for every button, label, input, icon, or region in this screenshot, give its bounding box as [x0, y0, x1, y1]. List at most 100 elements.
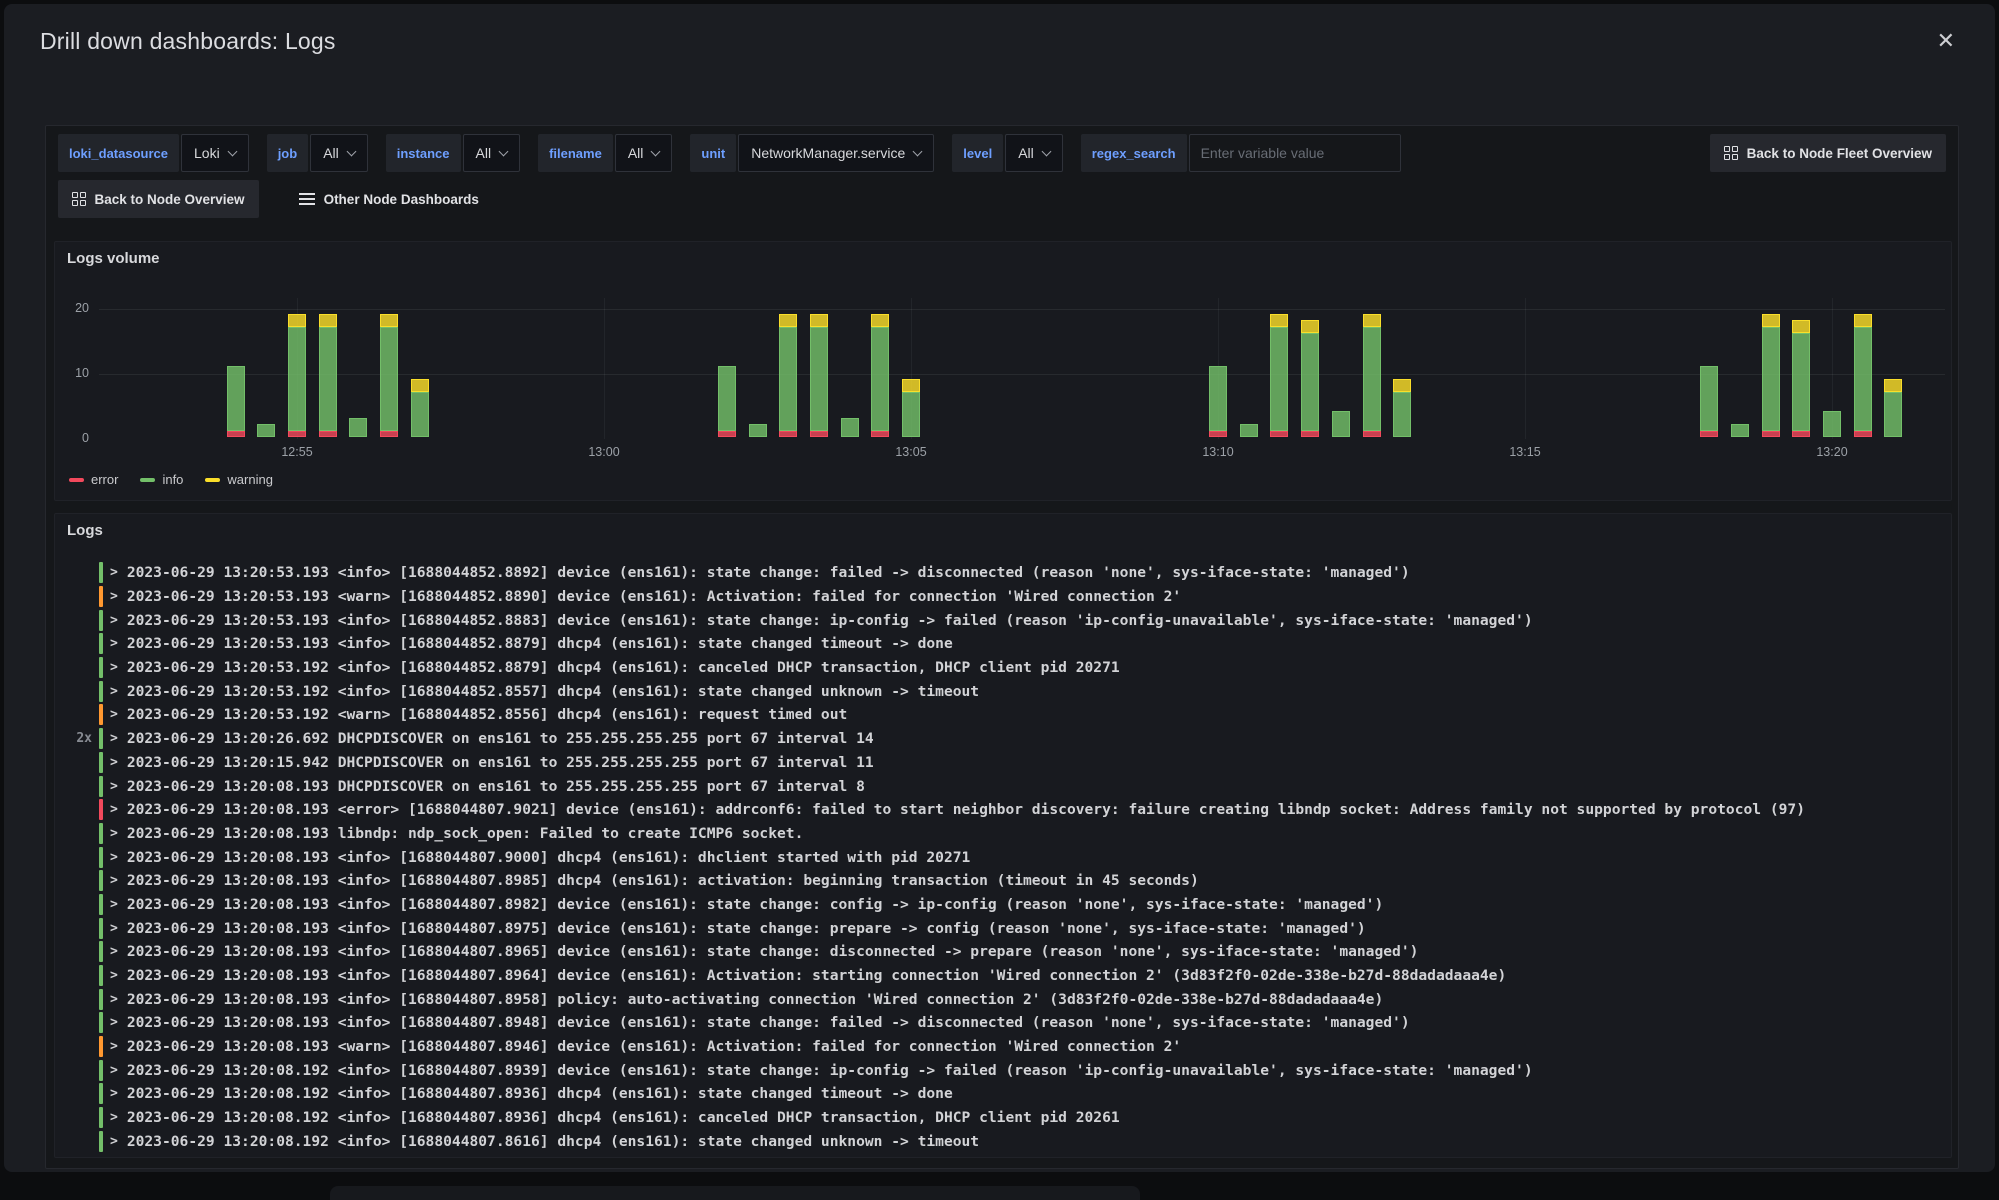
- chevron-down-icon: [1041, 146, 1052, 156]
- legend-item-error[interactable]: error: [69, 472, 118, 487]
- apps-grid-icon: [72, 192, 86, 206]
- other-node-dashboards-menu[interactable]: Other Node Dashboards: [285, 180, 493, 218]
- back-to-node-fleet-overview-button[interactable]: Back to Node Fleet Overview: [1710, 134, 1946, 172]
- variable-select-loki_datasource[interactable]: Loki: [181, 134, 249, 172]
- variable-regex_search: regex_search: [1080, 134, 1401, 172]
- close-icon[interactable]: ✕: [1936, 28, 1955, 53]
- legend-label: info: [162, 472, 184, 487]
- log-row[interactable]: >2023-06-29 13:20:08.192 <info> [1688044…: [55, 1058, 1950, 1082]
- log-row[interactable]: >2023-06-29 13:20:08.193 <info> [1688044…: [55, 845, 1950, 869]
- back-to-node-overview-button[interactable]: Back to Node Overview: [58, 180, 259, 218]
- variable-select-unit[interactable]: NetworkManager.service: [738, 134, 935, 172]
- legend-item-info[interactable]: info: [140, 472, 183, 487]
- bar-segment-error: [1853, 430, 1872, 437]
- log-rows-list: >2023-06-29 13:20:53.193 <info> [1688044…: [55, 561, 1950, 1156]
- log-row[interactable]: >2023-06-29 13:20:08.192 <info> [1688044…: [55, 1082, 1950, 1106]
- bar-segment-info: [380, 326, 399, 431]
- bar-segment-warning: [380, 313, 399, 327]
- log-row[interactable]: >2023-06-29 13:20:08.193 <info> [1688044…: [55, 869, 1950, 893]
- bar-segment-warning: [871, 313, 890, 327]
- log-row[interactable]: >2023-06-29 13:20:53.192 <info> [1688044…: [55, 679, 1950, 703]
- v-gridline: [604, 298, 605, 439]
- log-row[interactable]: >2023-06-29 13:20:08.193 <info> [1688044…: [55, 893, 1950, 917]
- log-row[interactable]: >2023-06-29 13:20:08.193 <warn> [1688044…: [55, 1035, 1950, 1059]
- selected-value: Loki: [194, 145, 220, 161]
- bar-segment-error: [318, 430, 337, 437]
- log-row[interactable]: >2023-06-29 13:20:53.192 <warn> [1688044…: [55, 703, 1950, 727]
- h-gridline: [99, 374, 1945, 375]
- bar-segment-info: [1270, 326, 1289, 431]
- page-title: Drill down dashboards: Logs: [40, 28, 336, 54]
- bar-segment-warning: [1792, 320, 1811, 333]
- legend-color-pill: [69, 477, 84, 482]
- bar-segment-error: [1209, 430, 1227, 437]
- log-text: 2023-06-29 13:20:08.192 <info> [16880448…: [126, 1132, 980, 1150]
- log-text: 2023-06-29 13:20:08.193 <info> [16880448…: [126, 848, 971, 866]
- x-axis-label: 13:05: [895, 445, 927, 459]
- drilldown-logs-modal: Drill down dashboards: Logs ✕ loki_datas…: [4, 4, 1995, 1172]
- level-indicator-info: [99, 941, 103, 963]
- legend-label: warning: [227, 472, 273, 487]
- log-row[interactable]: >2023-06-29 13:20:08.193 <error> [168804…: [55, 798, 1950, 822]
- bar-segment-info: [318, 326, 337, 431]
- log-text: 2023-06-29 13:20:08.193 <info> [16880448…: [126, 967, 1507, 985]
- chart-legend: error info warning: [69, 472, 273, 487]
- v-gridline: [1525, 298, 1526, 439]
- variable-input-regex_search[interactable]: [1188, 134, 1401, 172]
- log-row[interactable]: >2023-06-29 13:20:08.193 <info> [1688044…: [55, 964, 1950, 988]
- expand-arrow-icon: >: [110, 731, 118, 747]
- log-row[interactable]: >2023-06-29 13:20:53.193 <info> [1688044…: [55, 632, 1950, 656]
- log-text: 2023-06-29 13:20:53.192 <info> [16880448…: [126, 659, 1120, 677]
- bar-segment-warning: [779, 313, 798, 327]
- variable-select-filename[interactable]: All: [614, 134, 673, 172]
- x-axis-label: 13:15: [1509, 445, 1541, 459]
- v-gridline: [1832, 298, 1833, 439]
- variable-label-unit: unit: [690, 134, 737, 172]
- log-row[interactable]: >2023-06-29 13:20:08.193 <info> [1688044…: [55, 940, 1950, 964]
- log-row[interactable]: >2023-06-29 13:20:08.193 libndp: ndp_soc…: [55, 822, 1950, 846]
- log-row[interactable]: >2023-06-29 13:20:08.193 <info> [1688044…: [55, 916, 1950, 940]
- variable-loki_datasource: loki_datasource Loki: [58, 134, 249, 172]
- bar-segment-error: [1301, 430, 1320, 437]
- expand-arrow-icon: >: [110, 991, 118, 1007]
- variable-select-level[interactable]: All: [1005, 134, 1063, 172]
- bar-segment-warning: [1761, 313, 1780, 327]
- expand-arrow-icon: >: [110, 849, 118, 865]
- variable-select-job[interactable]: All: [310, 134, 368, 172]
- legend-item-warning[interactable]: warning: [205, 472, 273, 487]
- logs-panel: Logs >2023-06-29 13:20:53.193 <info> [16…: [54, 513, 1952, 1158]
- log-row[interactable]: 2x >2023-06-29 13:20:26.692 DHCPDISCOVER …: [55, 727, 1950, 751]
- bar-segment-info: [717, 365, 736, 431]
- expand-arrow-icon: >: [110, 636, 118, 652]
- level-indicator-info: [99, 751, 103, 773]
- variable-label-filename: filename: [538, 134, 613, 172]
- log-row[interactable]: >2023-06-29 13:20:08.193 <info> [1688044…: [55, 987, 1950, 1011]
- log-row[interactable]: >2023-06-29 13:20:08.192 <info> [1688044…: [55, 1130, 1950, 1154]
- bar-segment-error: [809, 430, 828, 437]
- variable-select-instance[interactable]: All: [462, 134, 521, 172]
- expand-arrow-icon: >: [110, 968, 118, 984]
- level-indicator-info: [99, 988, 103, 1010]
- log-row[interactable]: >2023-06-29 13:20:15.942 DHCPDISCOVER on…: [55, 751, 1950, 775]
- log-text: 2023-06-29 13:20:08.192 <info> [16880448…: [126, 1109, 1120, 1127]
- bar-segment-error: [226, 430, 245, 437]
- x-axis-label: 13:10: [1202, 445, 1234, 459]
- selected-value: NetworkManager.service: [751, 145, 906, 161]
- log-row[interactable]: >2023-06-29 13:20:53.193 <info> [1688044…: [55, 608, 1950, 632]
- log-text: 2023-06-29 13:20:53.193 <warn> [16880448…: [126, 588, 1182, 606]
- log-row[interactable]: >2023-06-29 13:20:53.192 <info> [1688044…: [55, 656, 1950, 680]
- level-indicator-error: [99, 799, 103, 821]
- log-row[interactable]: >2023-06-29 13:20:08.193 DHCPDISCOVER on…: [55, 774, 1950, 798]
- level-indicator-info: [99, 728, 103, 750]
- bar-segment-info: [1362, 326, 1381, 431]
- panel-title: Logs volume: [67, 250, 160, 267]
- log-row[interactable]: >2023-06-29 13:20:53.193 <warn> [1688044…: [55, 585, 1950, 609]
- bar-segment-info: [1730, 424, 1749, 437]
- log-row[interactable]: >2023-06-29 13:20:08.192 <info> [1688044…: [55, 1106, 1950, 1130]
- expand-arrow-icon: >: [110, 802, 118, 818]
- log-row[interactable]: >2023-06-29 13:20:08.193 <info> [1688044…: [55, 1011, 1950, 1035]
- log-row[interactable]: >2023-06-29 13:20:53.193 <info> [1688044…: [55, 561, 1950, 585]
- log-text: 2023-06-29 13:20:08.193 <info> [16880448…: [126, 895, 1384, 913]
- y-axis-label: 0: [82, 431, 89, 445]
- level-indicator-warn: [99, 586, 103, 608]
